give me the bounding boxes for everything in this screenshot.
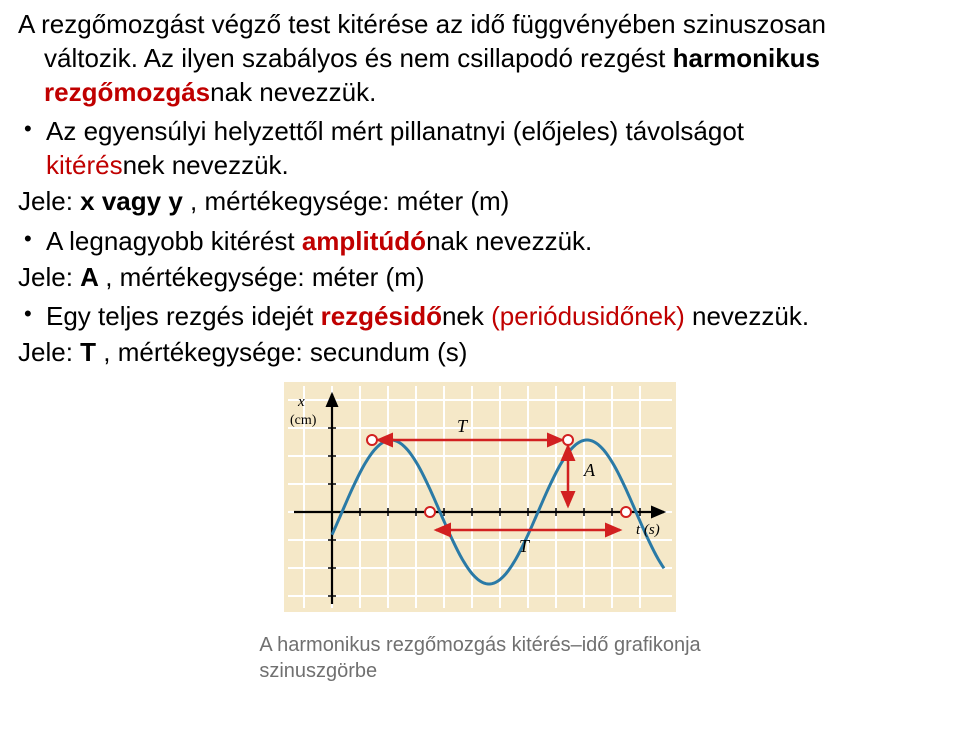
j2c: , mértékegysége: méter (m) (105, 262, 424, 292)
bullet-amplitudo: A legnagyobb kitérést amplitúdónak nevez… (18, 225, 942, 259)
j2a: Jele: (18, 262, 80, 292)
intro-line1: A rezgőmozgást végző test kitérése az id… (18, 9, 826, 39)
intro-line2a: változik. Az ilyen szabályos és nem csil… (44, 43, 673, 73)
j2b: A (80, 262, 105, 292)
b3a: Egy teljes rezgés idejét (46, 301, 321, 331)
caption-line2: szinuszgörbe (259, 660, 377, 682)
intro-bold: harmonikus (673, 43, 820, 73)
j3c: , mértékegysége: secundum (s) (103, 337, 467, 367)
svg-text:(cm): (cm) (290, 413, 317, 428)
svg-text:x: x (297, 394, 305, 410)
j3a: Jele: (18, 337, 80, 367)
b1-line1: Az egyensúlyi helyzettől mért pillanatny… (46, 116, 744, 146)
b1-line2: nek nevezzük. (123, 150, 289, 180)
svg-text:A: A (583, 460, 596, 480)
svg-text:t (s): t (s) (636, 522, 660, 538)
paragraph-intro: A rezgőmozgást végző test kitérése az id… (18, 8, 942, 109)
b2c: nak nevezzük. (426, 226, 592, 256)
b1-red: kitérés (46, 150, 123, 180)
intro-line3: nak nevezzük. (210, 77, 376, 107)
jele-T: Jele: T , mértékegysége: secundum (s) (18, 336, 942, 370)
j3b: T (80, 337, 103, 367)
b2-red: amplitúdó (302, 226, 426, 256)
intro-red: rezgőmozgás (44, 77, 210, 107)
b3e: nevezzük. (692, 301, 809, 331)
caption-line1: A harmonikus rezgőmozgás kitérés–idő gra… (259, 634, 700, 656)
j1b: x vagy y (80, 186, 190, 216)
graph-caption: A harmonikus rezgőmozgás kitérés–idő gra… (259, 632, 700, 684)
jele-xy: Jele: x vagy y , mértékegysége: méter (m… (18, 185, 942, 219)
b3c: nek (442, 301, 491, 331)
b3-red: rezgésidő (321, 301, 442, 331)
j1c: , mértékegysége: méter (m) (190, 186, 509, 216)
jele-A: Jele: A , mértékegysége: méter (m) (18, 261, 942, 295)
j1a: Jele: (18, 186, 80, 216)
sine-graph: TTAx(cm)t (s) (284, 382, 676, 612)
b3-red2: (periódusidőnek) (491, 301, 692, 331)
bullet-kiteres: Az egyensúlyi helyzettől mért pillanatny… (18, 115, 942, 183)
b2a: A legnagyobb kitérést (46, 226, 302, 256)
bullet-rezgesido: Egy teljes rezgés idejét rezgésidőnek (p… (18, 300, 942, 334)
